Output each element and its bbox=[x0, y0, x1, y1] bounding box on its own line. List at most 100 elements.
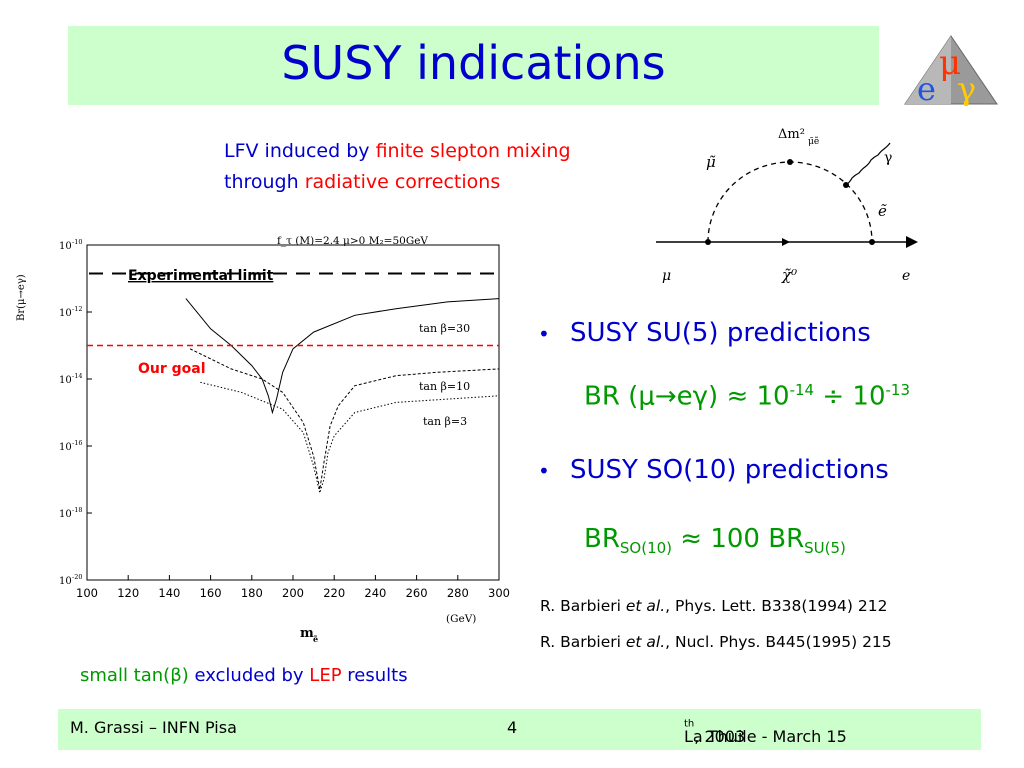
photon-label: γ bbox=[884, 150, 892, 166]
logo-e: e bbox=[917, 70, 936, 106]
x-tick-label: 100 bbox=[76, 586, 98, 600]
y-tick-label: 10 bbox=[59, 308, 72, 319]
ref1-journal: , Phys. Lett. B338(1994) 212 bbox=[665, 597, 888, 615]
intro-line2-a: through bbox=[224, 171, 305, 193]
formula1-close: ) ≈ 10 bbox=[708, 381, 790, 412]
y-tick-label: 10 bbox=[59, 375, 72, 386]
footer-author: M. Grassi – INFN Pisa bbox=[70, 718, 237, 737]
x-tick-label: 260 bbox=[406, 586, 428, 600]
x-tick-label: 200 bbox=[282, 586, 304, 600]
x-tick-label: 240 bbox=[364, 586, 386, 600]
photon-line bbox=[845, 142, 891, 186]
mass-insertion-label: Δm² bbox=[778, 127, 805, 142]
formula-so10: BRSO(10) ≈ 100 BRSU(5) bbox=[584, 524, 846, 557]
formula1-arrow: → bbox=[654, 381, 677, 412]
neutralino-label: χ̃⁰ bbox=[781, 266, 797, 284]
footer-event: La Thuile - March 15 bbox=[684, 727, 847, 746]
ref1-etal: et al. bbox=[625, 597, 666, 615]
reference-1: R. Barbieri et al., Phys. Lett. B338(199… bbox=[540, 597, 887, 615]
reference-2: R. Barbieri et al., Nucl. Phys. B445(199… bbox=[540, 633, 892, 651]
formula1-div: ÷ 10 bbox=[814, 381, 886, 412]
x-tick-label: 180 bbox=[241, 586, 263, 600]
note-paren: ) bbox=[181, 665, 195, 686]
intro-text: LFV induced by finite slepton mixing thr… bbox=[224, 136, 571, 198]
footer-year: , 2003 bbox=[694, 727, 746, 746]
x-unit-label: (GeV) bbox=[446, 613, 476, 625]
formula2-br: BR bbox=[584, 524, 620, 554]
formula1-gamma: γ bbox=[692, 381, 709, 412]
y-axis-label: Br(μ→eγ) bbox=[16, 274, 27, 321]
plot-header: f_τ (M)=2.4 μ>0 M₂=50GeV bbox=[277, 235, 428, 247]
curve-label-tb30: tan β=30 bbox=[419, 322, 470, 335]
selectron-label: ẽ bbox=[878, 202, 887, 220]
footer-sup: th bbox=[684, 718, 695, 730]
plot-frame bbox=[86, 244, 500, 581]
slepton-loop bbox=[707, 161, 873, 243]
formula2-sub2: SU(5) bbox=[804, 539, 846, 558]
y-tick-exponent: -12 bbox=[72, 305, 82, 313]
bullet-so10: • SUSY SO(10) predictions bbox=[538, 455, 889, 485]
x-tick-label: 160 bbox=[200, 586, 222, 600]
smuon-label: μ̃ bbox=[706, 153, 716, 171]
formula1-mu: μ bbox=[638, 381, 655, 412]
logo-gamma: γ bbox=[957, 70, 976, 106]
formula2-mid: ≈ 100 BR bbox=[672, 524, 805, 554]
bullet-su5-text: SUSY SU(5) predictions bbox=[570, 318, 871, 348]
vertex-right bbox=[869, 239, 875, 245]
ref1-authors: R. Barbieri bbox=[540, 597, 626, 615]
x-tick-label: 120 bbox=[117, 586, 139, 600]
note-excluded: excluded by bbox=[194, 665, 310, 686]
fermion-arrow-mid bbox=[782, 238, 790, 246]
formula1-e: e bbox=[676, 381, 693, 412]
vertex-left bbox=[705, 239, 711, 245]
bullet-dot: • bbox=[538, 321, 550, 346]
formula1-br: BR ( bbox=[584, 381, 639, 412]
bullet-so10-text: SUSY SO(10) predictions bbox=[570, 455, 889, 485]
intro-line1-b: finite slepton mixing bbox=[375, 140, 571, 162]
bullet-dot: • bbox=[538, 458, 550, 483]
formula1-exp1: -14 bbox=[789, 381, 815, 399]
series-line-0 bbox=[185, 298, 500, 415]
series-line-1 bbox=[189, 348, 500, 490]
y-tick-label: 10 bbox=[59, 442, 72, 453]
ref2-journal: , Nucl. Phys. B445(1995) 215 bbox=[665, 633, 892, 651]
electron-label: e bbox=[902, 268, 910, 284]
note-lep: LEP bbox=[309, 665, 342, 686]
x-tick-label: 140 bbox=[158, 586, 180, 600]
mass-insertion-dot bbox=[787, 159, 793, 165]
formula2-sub1: SO(10) bbox=[619, 539, 673, 558]
muon-label: μ bbox=[662, 268, 671, 284]
x-tick-label: 300 bbox=[488, 586, 510, 600]
curve-label-tb10: tan β=10 bbox=[419, 380, 470, 393]
x-axis-sub: ẽ bbox=[313, 634, 318, 644]
formula1-exp2: -13 bbox=[885, 381, 911, 399]
lep-exclusion-note: small tan(β) excluded by LEP results bbox=[80, 665, 408, 686]
footer-bar: M. Grassi – INFN Pisa 4 La Thuile - Marc… bbox=[58, 709, 981, 750]
x-axis-label: m bbox=[300, 626, 314, 641]
note-small-tan: small tan( bbox=[80, 665, 171, 686]
y-tick-label: 10 bbox=[59, 509, 72, 520]
formula-su5: BR (μ→eγ) ≈ 10-14 ÷ 10-13 bbox=[584, 381, 910, 412]
mu-e-gamma-logo: μ e γ bbox=[904, 35, 998, 106]
y-tick-exponent: -16 bbox=[72, 439, 82, 447]
slide-title: SUSY indications bbox=[281, 36, 666, 90]
bullet-su5: • SUSY SU(5) predictions bbox=[538, 318, 871, 348]
goal-label: Our goal bbox=[138, 361, 206, 377]
series-line-2 bbox=[200, 381, 500, 495]
x-tick-label: 220 bbox=[323, 586, 345, 600]
y-tick-exponent: -10 bbox=[72, 238, 82, 246]
intro-line1-a: LFV induced by bbox=[224, 140, 376, 162]
title-banner: SUSY indications bbox=[68, 26, 879, 105]
note-results: results bbox=[341, 665, 408, 686]
y-tick-exponent: -20 bbox=[72, 573, 82, 581]
logo-mu: μ bbox=[939, 43, 961, 83]
intro-line2-b: radiative corrections bbox=[304, 171, 501, 193]
y-tick-exponent: -14 bbox=[72, 372, 82, 380]
curve-label-tb3: tan β=3 bbox=[423, 415, 467, 428]
y-tick-label: 10 bbox=[59, 576, 72, 587]
branching-ratio-plot: f_τ (M)=2.4 μ>0 M₂=50GeV Br(μ→eγ) (GeV) … bbox=[16, 235, 510, 644]
ref2-authors: R. Barbieri bbox=[540, 633, 626, 651]
mass-insertion-sub: μ̃ẽ bbox=[808, 136, 819, 147]
note-beta: β bbox=[170, 665, 182, 686]
